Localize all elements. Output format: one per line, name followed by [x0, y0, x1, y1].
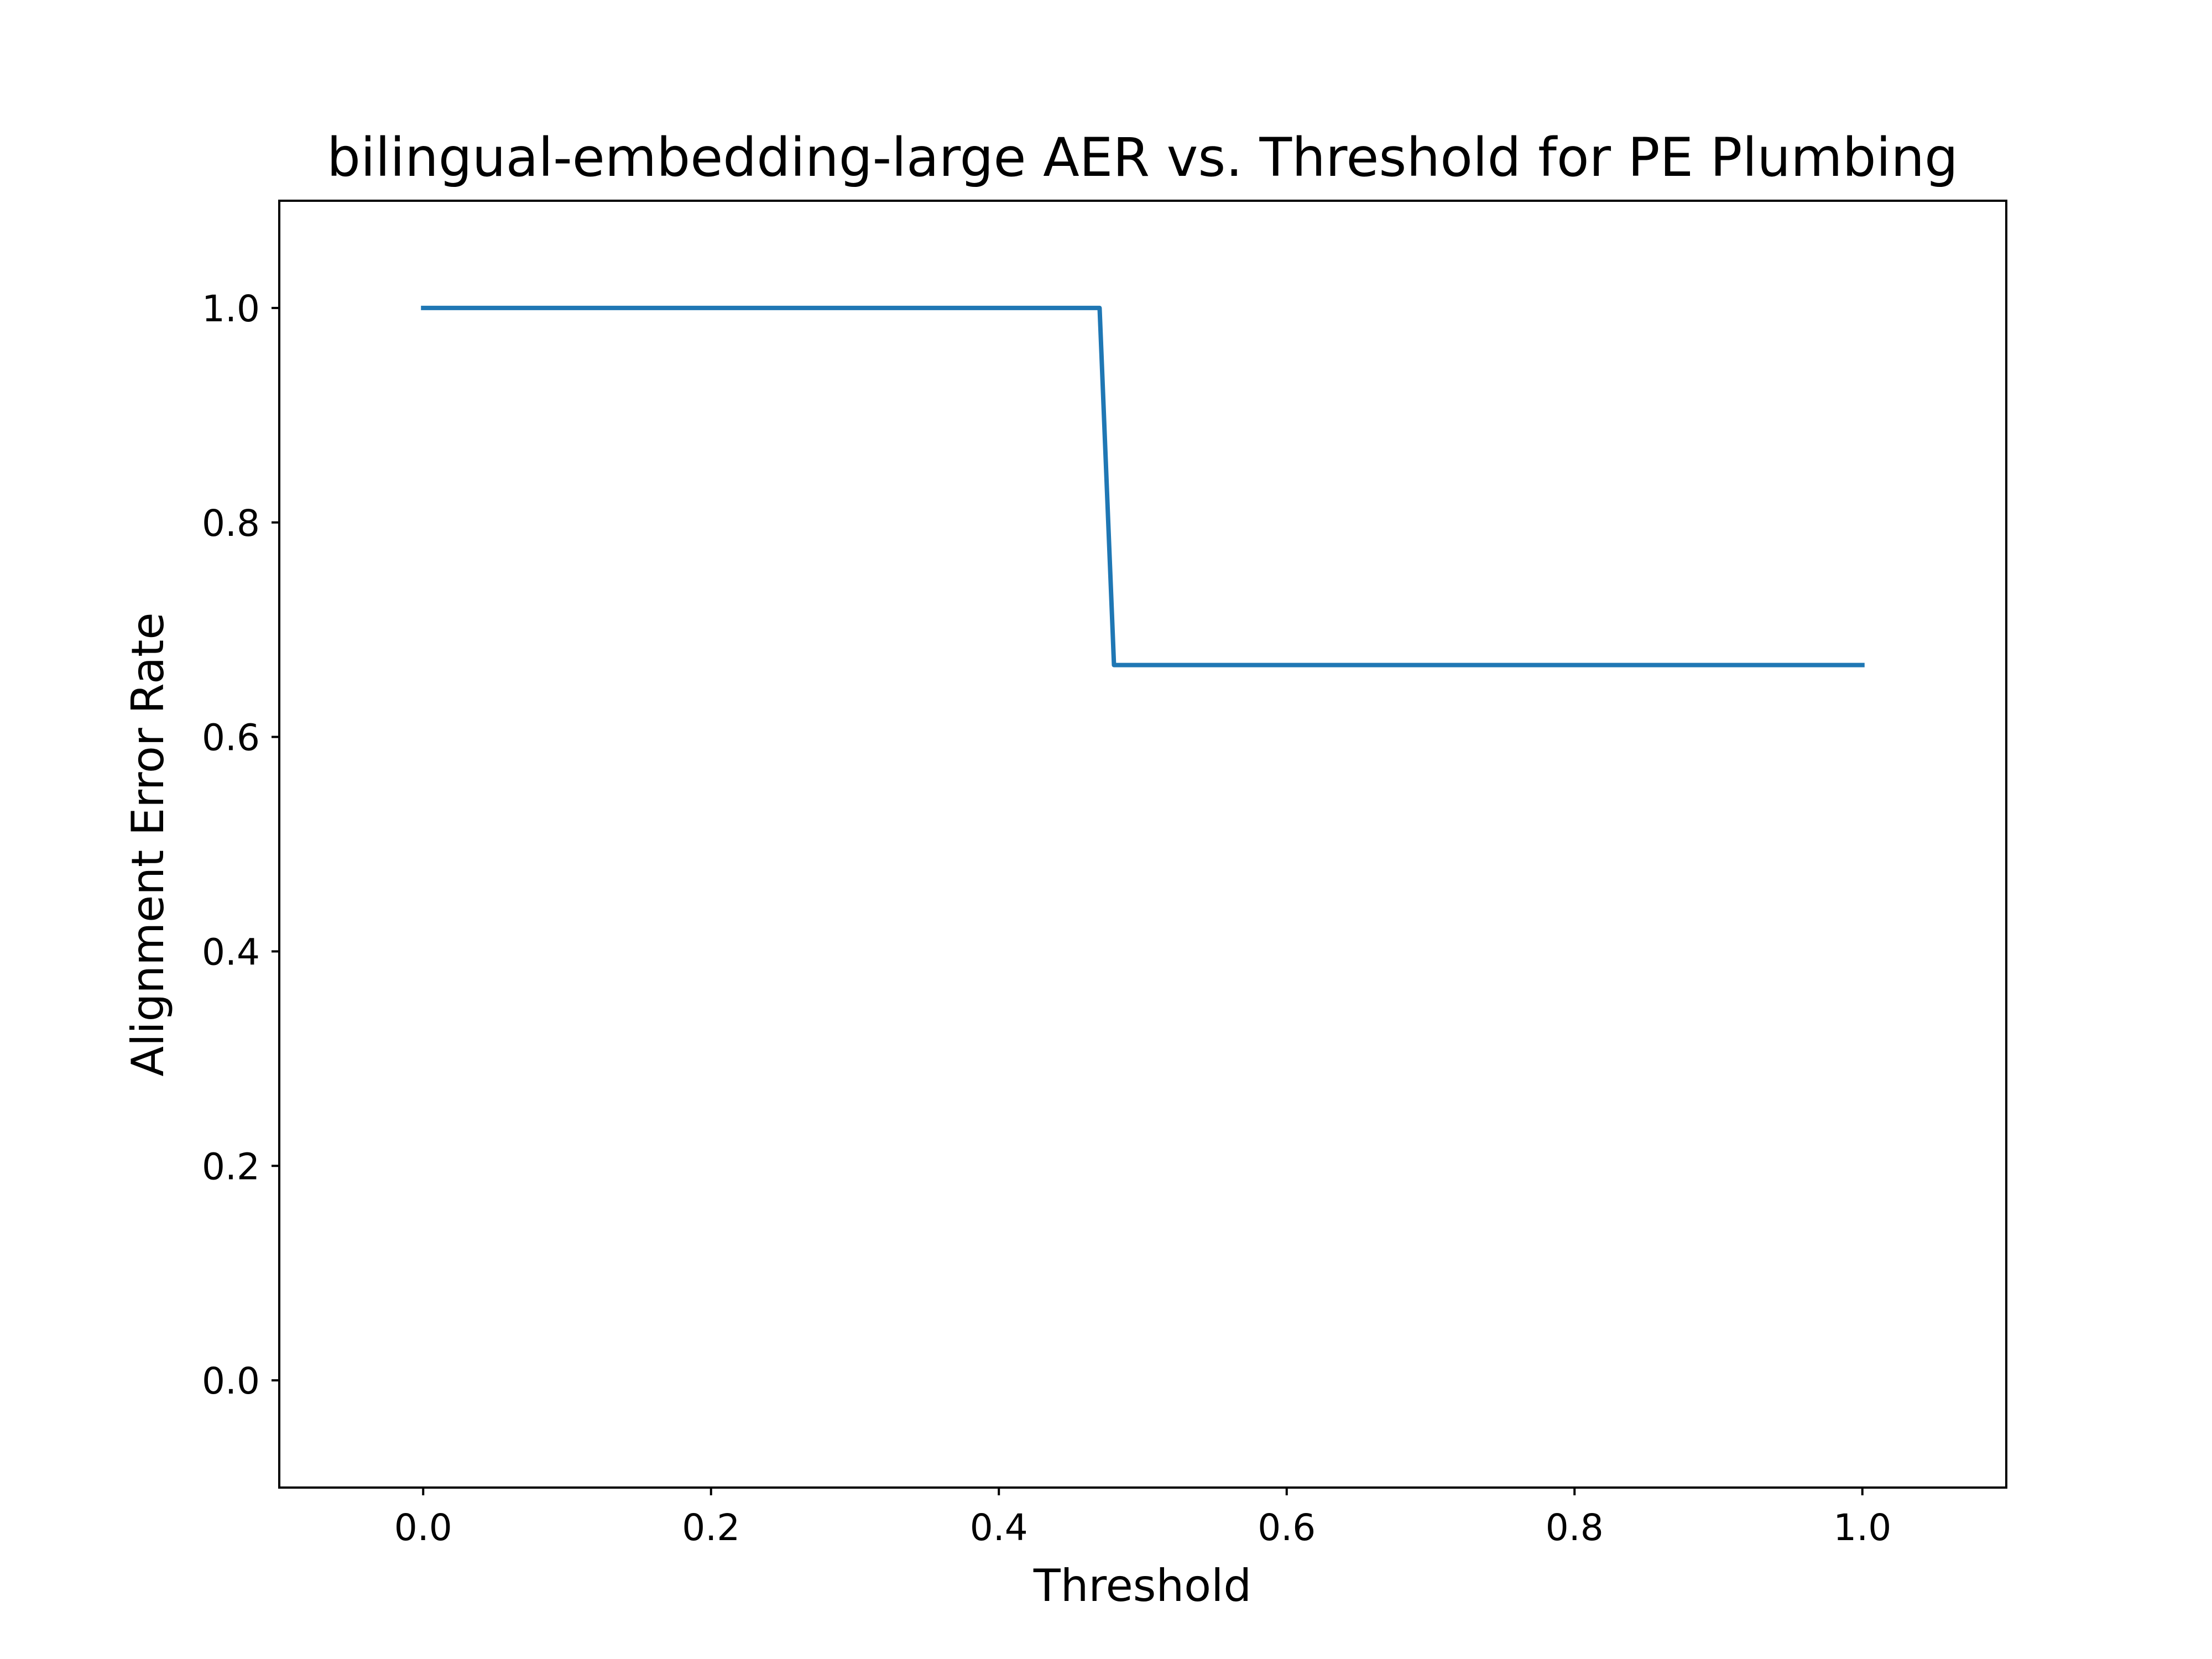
y-axis-label: Alignment Error Rate [122, 612, 174, 1076]
y-tick-label: 0.2 [202, 1145, 260, 1188]
x-tick-label: 0.4 [970, 1506, 1028, 1549]
y-tick-label: 0.4 [202, 931, 260, 973]
y-tick-label: 0.6 [202, 717, 260, 759]
x-tick-label: 0.0 [394, 1506, 452, 1549]
x-tick-label: 0.6 [1258, 1506, 1316, 1549]
plot-area [278, 200, 2007, 1489]
y-tick-label: 1.0 [202, 288, 260, 330]
x-axis-ticks: 0.0 0.2 0.4 0.6 0.8 1.0 [394, 1488, 1891, 1549]
y-tick-label: 0.0 [202, 1360, 260, 1402]
chart-title: bilingual-embedding-large AER vs. Thresh… [327, 127, 1958, 189]
x-tick-label: 1.0 [1833, 1506, 1891, 1549]
x-tick-label: 0.2 [682, 1506, 740, 1549]
plot-frame [278, 200, 2007, 1489]
series-layer [421, 305, 1865, 667]
y-tick-label: 0.8 [202, 502, 260, 545]
plot-background [279, 201, 2006, 1488]
x-tick-label: 0.8 [1546, 1506, 1604, 1549]
series-line [421, 305, 1865, 667]
x-axis-label: Threshold [1033, 1560, 1251, 1611]
y-axis-ticks: 0.0 0.2 0.4 0.6 0.8 1.0 [202, 288, 279, 1402]
